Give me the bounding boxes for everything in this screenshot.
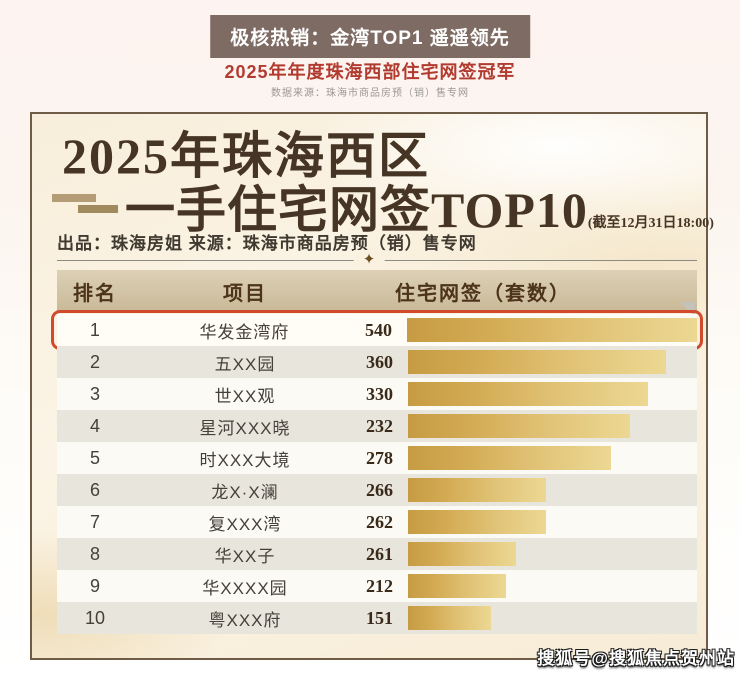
value-cell: 151: [366, 607, 393, 628]
poster-title-line1: 2025年珠海西区: [62, 128, 430, 184]
table-row: 2 五XX园 360: [57, 346, 697, 378]
project-cell: 世XX观: [214, 386, 276, 406]
top-banner: 极核热销：金湾TOP1 遥遥领先: [210, 15, 530, 58]
ranking-rows: 1 华发金湾府 540 2 五XX园 360 3 世XX观 330 4 星河XX…: [51, 310, 703, 634]
rank-cell: 8: [89, 543, 100, 564]
table-row: 10 粤XXX府 151: [57, 602, 697, 634]
watermark: 搜狐号@搜狐焦点贺州站: [537, 649, 735, 668]
decor-dash-icon: [78, 205, 118, 213]
table-header: 排名 项目 住宅网签（套数）: [57, 270, 697, 312]
table-row: 3 世XX观 330: [57, 378, 697, 410]
gold-bar: [408, 350, 666, 374]
project-cell: 时XXX大境: [199, 450, 291, 470]
value-cell: 330: [366, 383, 393, 404]
title-cutoff-note: (截至12月31日18:00): [587, 216, 714, 231]
rank-cell: 9: [89, 575, 100, 596]
value-cell: 360: [366, 351, 393, 372]
table-row: 4 星河XXX晓 232: [57, 410, 697, 442]
rank-cell: 7: [89, 511, 100, 532]
table-row: 7 复XXX湾 262: [57, 506, 697, 538]
rank-cell: 4: [89, 415, 100, 436]
poster-title-line2: 一手住宅网签TOP10(截至12月31日18:00): [125, 170, 714, 242]
table-row: 5 时XXX大境 278: [57, 442, 697, 474]
gold-bar: [408, 606, 491, 630]
data-source-note: 数据来源：珠海市商品房预（销）售专网: [271, 88, 469, 99]
gold-bar: [408, 414, 630, 438]
project-cell: 五XX园: [214, 354, 276, 374]
value-cell: 266: [366, 479, 393, 500]
rank-cell: 5: [89, 447, 100, 468]
project-cell: 华发金湾府: [199, 322, 290, 342]
top-banner-text: 极核热销：金湾TOP1 遥遥领先: [230, 28, 510, 49]
rank-cell: 2: [89, 351, 100, 372]
value-cell: 261: [366, 543, 393, 564]
rank-cell: 3: [89, 383, 100, 404]
value-cell: 540: [365, 319, 392, 340]
value-cell: 212: [366, 575, 393, 596]
gold-bar: [408, 382, 648, 406]
gold-bar: [407, 318, 697, 342]
gold-bar: [408, 510, 546, 534]
header-rank: 排名: [73, 282, 117, 305]
rank-cell: 6: [89, 479, 100, 500]
gold-bar: [408, 446, 611, 470]
project-cell: 龙X·X澜: [211, 482, 279, 502]
star-icon: ✦: [353, 250, 385, 270]
ranking-panel: 2025年珠海西区 一手住宅网签TOP10(截至12月31日18:00) 出品：…: [30, 112, 714, 660]
header-signings: 住宅网签（套数）: [395, 282, 571, 305]
decor-dash-icon: [52, 194, 96, 202]
table-row: 1 华发金湾府 540: [51, 310, 703, 350]
value-cell: 278: [366, 447, 393, 468]
table-row: 9 华XXXX园 212: [57, 570, 697, 602]
champion-subtitle: 2025年年度珠海西部住宅网签冠军: [224, 62, 516, 82]
rank-cell: 1: [89, 319, 100, 340]
project-cell: 复XXX湾: [208, 514, 282, 534]
table-row: 6 龙X·X澜 266: [57, 474, 697, 506]
poster-title-line2-text: 一手住宅网签TOP10: [125, 182, 588, 238]
project-cell: 星河XXX晓: [199, 418, 291, 438]
value-cell: 232: [366, 415, 393, 436]
gold-bar: [408, 542, 516, 566]
project-cell: 华XXXX园: [202, 578, 288, 598]
gold-bar: [408, 478, 546, 502]
header-project: 项目: [223, 282, 267, 305]
project-cell: 粤XXX府: [208, 610, 282, 630]
table-row: 8 华XX子 261: [57, 538, 697, 570]
gold-bar: [408, 574, 506, 598]
byline: 出品：珠海房姐 来源：珠海市商品房预（销）售专网: [57, 234, 477, 253]
project-cell: 华XX子: [214, 546, 276, 566]
value-cell: 262: [366, 511, 393, 532]
rank-cell: 10: [84, 607, 106, 628]
corner-fold-icon: [680, 302, 695, 317]
